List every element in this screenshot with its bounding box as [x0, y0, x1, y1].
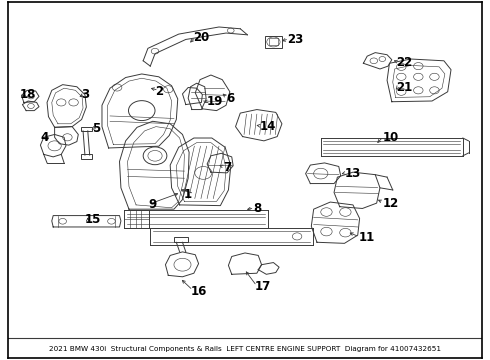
Bar: [81, 154, 92, 159]
Text: 9: 9: [148, 198, 156, 211]
Text: 10: 10: [382, 131, 398, 144]
Bar: [269, 39, 278, 45]
Text: 6: 6: [226, 92, 234, 105]
Bar: [81, 127, 92, 131]
Text: 1: 1: [183, 188, 192, 201]
Bar: [174, 237, 188, 242]
Text: 8: 8: [253, 202, 262, 215]
Text: 23: 23: [288, 33, 304, 46]
Text: 17: 17: [254, 280, 270, 293]
Text: 19: 19: [207, 95, 223, 108]
Text: 3: 3: [82, 88, 90, 101]
Text: 20: 20: [193, 31, 209, 44]
Text: 14: 14: [259, 120, 275, 133]
Text: 12: 12: [382, 197, 398, 210]
Text: 2: 2: [155, 85, 163, 98]
Text: 2021 BMW 430i  Structural Components & Rails  LEFT CENTRE ENGINE SUPPORT  Diagra: 2021 BMW 430i Structural Components & Ra…: [49, 346, 441, 352]
Text: 15: 15: [85, 213, 101, 226]
Bar: [124, 210, 149, 228]
Text: 18: 18: [20, 88, 36, 101]
Text: 16: 16: [191, 284, 207, 297]
Text: 21: 21: [396, 81, 413, 94]
Text: 7: 7: [224, 161, 232, 174]
Text: 4: 4: [40, 131, 49, 144]
Text: 13: 13: [344, 167, 361, 180]
Text: 5: 5: [93, 122, 101, 135]
Bar: [265, 36, 282, 48]
Text: 22: 22: [396, 56, 413, 69]
Text: 11: 11: [359, 231, 375, 244]
